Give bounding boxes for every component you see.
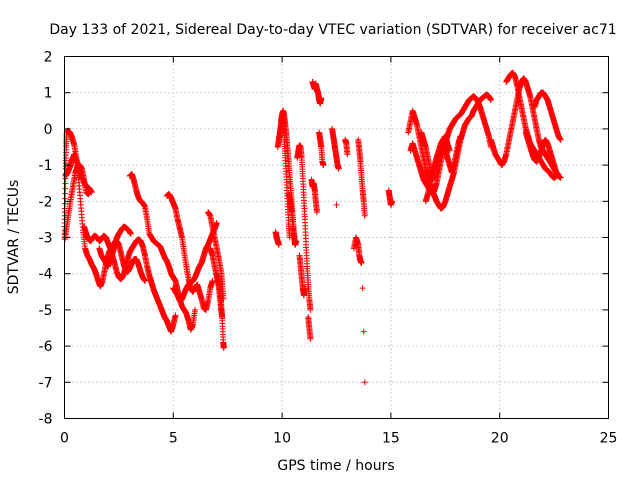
y-tick-label: -6	[39, 339, 53, 355]
data-point	[209, 277, 216, 284]
x-tick-label: 25	[600, 431, 618, 447]
y-tick-label: -4	[39, 267, 53, 283]
chart-title: Day 133 of 2021, Sidereal Day-to-day VTE…	[49, 22, 616, 38]
data-point	[487, 96, 494, 103]
data-point	[318, 95, 325, 102]
y-tick-label: -8	[39, 412, 53, 428]
data-point	[360, 328, 367, 335]
x-tick-label: 0	[60, 431, 69, 447]
data-point	[359, 285, 366, 292]
data-point	[335, 165, 342, 172]
data-point	[457, 133, 464, 140]
x-tick-labels: 0 5 10 15 20 25	[60, 431, 617, 447]
y-tick-label: -1	[39, 158, 53, 174]
data-point	[313, 209, 320, 216]
data-point	[301, 285, 308, 292]
y-tick-label: -2	[39, 194, 53, 210]
data-point	[307, 306, 314, 313]
data-point	[142, 277, 149, 284]
data-point	[358, 259, 365, 266]
x-tick-label: 10	[273, 431, 291, 447]
y-tick-label: 0	[44, 122, 53, 138]
x-axis-label: GPS time / hours	[277, 458, 394, 474]
data-point	[333, 201, 340, 208]
data-point	[213, 220, 220, 227]
data-series-sdtvar	[61, 69, 564, 386]
y-tick-label: -3	[39, 231, 53, 247]
data-point	[344, 151, 351, 158]
y-tick-labels: -8 -7 -6 -5 -4 -3 -2 -1 0 1 2	[39, 50, 53, 428]
grid-lines	[64, 56, 609, 419]
x-tick-label: 15	[382, 431, 400, 447]
y-axis-label: SDTVAR / TECUs	[6, 180, 22, 295]
axis-ticks	[64, 56, 609, 419]
data-point	[127, 230, 134, 237]
data-point	[275, 241, 282, 248]
y-tick-label: 2	[44, 50, 53, 66]
data-point	[557, 136, 564, 143]
data-point	[307, 335, 314, 342]
y-tick-label: 1	[44, 86, 53, 102]
data-point	[87, 187, 94, 194]
data-point	[388, 198, 395, 205]
data-point	[320, 162, 327, 169]
data-point	[361, 379, 368, 386]
data-point	[446, 147, 453, 154]
y-tick-label: -7	[39, 375, 53, 391]
data-point	[192, 306, 199, 313]
data-point	[557, 174, 564, 181]
data-point	[293, 238, 300, 245]
data-point	[172, 312, 179, 319]
data-point	[361, 212, 368, 219]
y-tick-label: -5	[39, 303, 53, 319]
x-tick-label: 20	[491, 431, 509, 447]
x-tick-label: 5	[169, 431, 178, 447]
data-point	[220, 344, 227, 351]
